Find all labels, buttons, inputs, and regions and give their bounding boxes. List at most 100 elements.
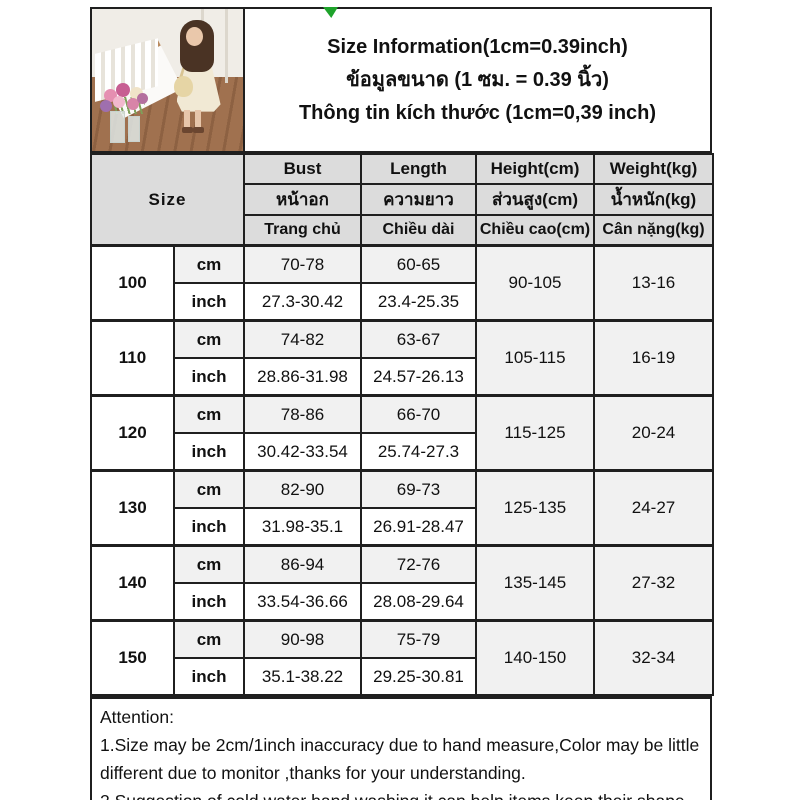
photo-vase (128, 115, 141, 142)
bust-cm-cell: 74-82 (243, 319, 362, 359)
attention-title: Attention: (100, 707, 174, 727)
header-row-vietnamese: Trang chủ Chiều dài Chiều cao(cm) Cân nặ… (91, 214, 714, 247)
size-value-cell: 130 (90, 469, 175, 547)
unit-cm-cell: cm (173, 319, 245, 359)
table-row: 130 cm 82-90 69-73 125-135 24-27 (90, 469, 714, 547)
table-row: 150 cm 90-98 75-79 140-150 32-34 (90, 619, 714, 696)
length-inch-cell: 23.4-25.35 (360, 282, 477, 322)
unit-inch-cell: inch (173, 582, 245, 622)
weight-cell: 24-27 (593, 469, 714, 547)
unit-cm-cell: cm (173, 469, 245, 509)
length-inch-cell: 25.74-27.3 (360, 432, 477, 472)
height-cell: 105-115 (475, 319, 595, 397)
unit-inch-cell: inch (173, 507, 245, 547)
length-inch-cell: 29.25-30.81 (360, 657, 477, 696)
size-header-cell: Size (90, 153, 245, 247)
col-header-bust-th: หน้าอก (243, 183, 362, 216)
table-row: 120 cm 78-86 66-70 115-125 20-24 (90, 394, 714, 472)
photo-flower (99, 99, 112, 112)
table-row: inch 27.3-30.42 23.4-25.35 (91, 282, 713, 322)
title-english: Size Information(1cm=0.39inch) (327, 35, 628, 58)
size-value-cell: 100 (90, 244, 175, 322)
unit-inch-cell: inch (173, 657, 245, 696)
photo-vase (110, 111, 126, 144)
weight-cell: 32-34 (593, 619, 714, 696)
unit-cm-cell: cm (173, 619, 245, 659)
bust-cm-cell: 78-86 (243, 394, 362, 434)
height-cell: 90-105 (475, 244, 595, 322)
bust-inch-cell: 27.3-30.42 (243, 282, 362, 322)
col-header-weight-vi: Cân nặng(kg) (593, 214, 714, 247)
attention-box: Attention: 1.Size may be 2cm/1inch inacc… (90, 696, 712, 800)
bust-inch-cell: 28.86-31.98 (243, 357, 362, 397)
length-inch-cell: 28.08-29.64 (360, 582, 477, 622)
unit-cm-cell: cm (173, 394, 245, 434)
table-row: 140 cm 86-94 72-76 135-145 27-32 (90, 544, 714, 622)
attention-note-2: 2.Suggestion of cold water hand washing,… (100, 787, 702, 800)
unit-inch-cell: inch (173, 432, 245, 472)
unit-inch-cell: inch (173, 357, 245, 397)
size-chart-sheet: Size Information(1cm=0.39inch) ข้อมูลขนา… (90, 7, 714, 800)
length-cm-cell: 69-73 (360, 469, 477, 509)
col-header-height-vi: Chiều cao(cm) (475, 214, 595, 247)
col-header-length-th: ความยาว (360, 183, 477, 216)
length-inch-cell: 26.91-28.47 (360, 507, 477, 547)
product-model-photo (92, 9, 245, 151)
header-row-english: Size Bust Length Height(cm) Weight(kg) (90, 153, 714, 247)
unit-inch-cell: inch (173, 282, 245, 322)
unit-cm-cell: cm (173, 544, 245, 584)
weight-cell: 13-16 (593, 244, 714, 322)
size-table: Size Bust Length Height(cm) Weight(kg) ห… (90, 153, 714, 696)
length-cm-cell: 63-67 (360, 319, 477, 359)
col-header-weight-th: น้ำหนัก(kg) (593, 183, 714, 216)
bust-inch-cell: 30.42-33.54 (243, 432, 362, 472)
table-row: inch 30.42-33.54 25.74-27.3 (91, 432, 713, 472)
unit-cm-cell: cm (173, 244, 245, 284)
bust-cm-cell: 90-98 (243, 619, 362, 659)
title-block: Size Information(1cm=0.39inch) ข้อมูลขนา… (245, 9, 710, 151)
bust-inch-cell: 31.98-35.1 (243, 507, 362, 547)
length-cm-cell: 75-79 (360, 619, 477, 659)
photo-leg (184, 109, 191, 127)
bust-inch-cell: 33.54-36.66 (243, 582, 362, 622)
length-cm-cell: 72-76 (360, 544, 477, 584)
bust-cm-cell: 82-90 (243, 469, 362, 509)
size-value-cell: 140 (90, 544, 175, 622)
title-vietnamese: Thông tin kích thước (1cm=0,39 inch) (298, 101, 657, 124)
top-section: Size Information(1cm=0.39inch) ข้อมูลขนา… (90, 7, 712, 153)
height-cell: 135-145 (475, 544, 595, 622)
col-header-height-en: Height(cm) (475, 153, 595, 185)
photo-face (186, 27, 204, 47)
size-value-cell: 110 (90, 319, 175, 397)
title-thai: ข้อมูลขนาด (1 ซม. = 0.39 นิ้ว) (346, 68, 609, 91)
weight-cell: 20-24 (593, 394, 714, 472)
weight-cell: 27-32 (593, 544, 714, 622)
col-header-length-vi: Chiều dài (360, 214, 477, 247)
height-cell: 115-125 (475, 394, 595, 472)
photo-flower (137, 92, 149, 104)
photo-flower (113, 95, 126, 108)
table-row: inch 31.98-35.1 26.91-28.47 (91, 507, 713, 547)
photo-leg (194, 109, 201, 127)
length-cm-cell: 66-70 (360, 394, 477, 434)
photo-sandal (181, 126, 193, 133)
weight-cell: 16-19 (593, 319, 714, 397)
size-value-cell: 120 (90, 394, 175, 472)
photo-flower (116, 82, 131, 97)
length-cm-cell: 60-65 (360, 244, 477, 284)
bust-cm-cell: 86-94 (243, 544, 362, 584)
bust-cm-cell: 70-78 (243, 244, 362, 284)
table-row: inch 33.54-36.66 28.08-29.64 (91, 582, 713, 622)
table-row: inch 35.1-38.22 29.25-30.81 (91, 657, 713, 696)
green-corner-marker (323, 7, 338, 18)
size-value-cell: 150 (90, 619, 175, 696)
col-header-weight-en: Weight(kg) (593, 153, 714, 185)
col-header-bust-vi: Trang chủ (243, 214, 362, 247)
photo-bag (173, 75, 193, 97)
photo-flower (126, 98, 139, 111)
table-row: 100 cm 70-78 60-65 90-105 13-16 (90, 244, 714, 322)
photo-sandal (193, 126, 205, 133)
length-inch-cell: 24.57-26.13 (360, 357, 477, 397)
attention-note-1: 1.Size may be 2cm/1inch inaccuracy due t… (100, 735, 700, 783)
